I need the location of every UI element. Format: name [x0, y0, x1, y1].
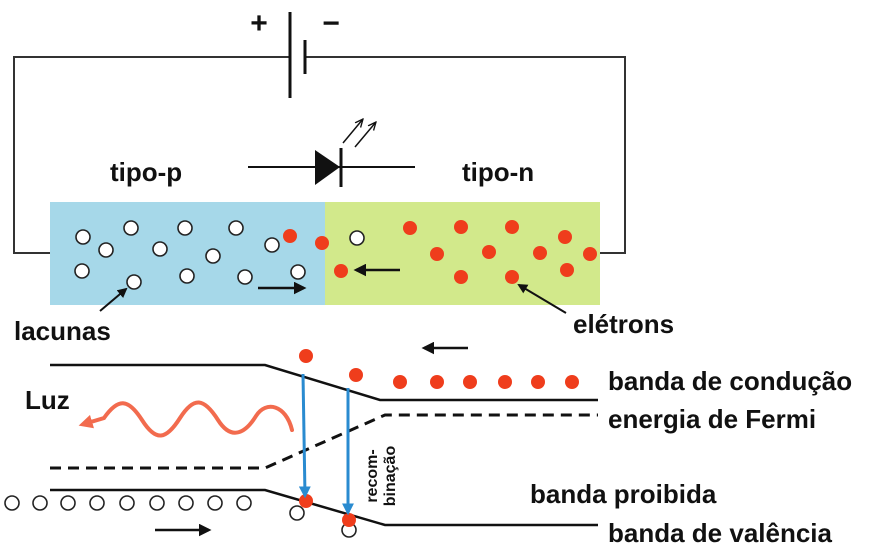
hole — [4, 495, 20, 511]
hole — [205, 248, 221, 264]
electron — [505, 270, 519, 284]
hole — [126, 274, 142, 290]
electron — [403, 221, 417, 235]
electron — [558, 230, 572, 244]
hole — [123, 220, 139, 236]
electron — [463, 375, 477, 389]
hole — [228, 220, 244, 236]
hole — [152, 241, 168, 257]
electrons-label: elétrons — [573, 309, 674, 339]
hole — [74, 263, 90, 279]
hole — [290, 264, 306, 280]
recombination-label-line1: recom- — [364, 449, 381, 502]
electron — [560, 263, 574, 277]
electron — [393, 375, 407, 389]
hole — [60, 495, 76, 511]
hole — [98, 242, 114, 258]
electron — [454, 270, 468, 284]
battery-minus-label: − — [322, 7, 340, 40]
led-symbol-icon — [248, 119, 415, 187]
hole — [149, 495, 165, 511]
hole — [289, 505, 305, 521]
electron — [349, 368, 363, 382]
hole — [177, 220, 193, 236]
hole — [89, 495, 105, 511]
hole — [179, 268, 195, 284]
electron — [482, 245, 496, 259]
light-label: Luz — [25, 385, 70, 415]
circuit-wire-right — [305, 56, 626, 254]
fermi-level-line — [50, 413, 598, 470]
led-emission-arrow-2 — [354, 122, 376, 148]
electron — [583, 247, 597, 261]
circuit: + − — [13, 7, 626, 254]
band-carriers — [4, 349, 579, 538]
hole — [237, 269, 253, 285]
hole — [178, 495, 194, 511]
electron — [565, 375, 579, 389]
pn-junction-block — [50, 202, 600, 305]
valence-band-line — [50, 488, 598, 527]
hole — [264, 237, 280, 253]
electron — [342, 513, 356, 527]
electron — [334, 264, 348, 278]
electron — [533, 246, 547, 260]
valence-band-label: banda de valência — [608, 518, 833, 547]
electron — [531, 375, 545, 389]
hole — [349, 230, 365, 246]
hole — [119, 495, 135, 511]
electron — [505, 220, 519, 234]
band-gap-label: banda proibida — [530, 479, 717, 509]
block-carriers — [74, 220, 597, 290]
recombination-label-line2: binação — [382, 446, 399, 507]
fermi-level-label: energia de Fermi — [608, 404, 816, 434]
conduction-band-label: banda de condução — [608, 366, 852, 396]
conduction-band-line — [50, 363, 598, 402]
p-type-label: tipo-p — [110, 157, 182, 187]
recombination-arrow-1 — [298, 373, 311, 499]
circuit-wire-left — [13, 56, 290, 254]
electron — [315, 236, 329, 250]
electron — [498, 375, 512, 389]
electron — [299, 494, 313, 508]
band-diagram — [4, 341, 598, 538]
recombination-label: recom- binação — [364, 446, 399, 507]
light-wave — [78, 400, 294, 438]
n-region — [325, 202, 600, 305]
led-triangle — [315, 150, 340, 185]
hole — [207, 495, 223, 511]
n-type-label: tipo-n — [462, 157, 534, 187]
electrons-pointer-arrow — [517, 283, 567, 314]
electron — [430, 247, 444, 261]
holes-label: lacunas — [14, 316, 111, 346]
led-emission-arrow-1 — [342, 119, 363, 144]
hole — [32, 495, 48, 511]
p-region — [50, 202, 325, 305]
electron — [299, 349, 313, 363]
hole — [75, 229, 91, 245]
electron — [430, 375, 444, 389]
electron — [283, 229, 297, 243]
battery-plus-label: + — [250, 7, 268, 40]
electron — [454, 220, 468, 234]
holes-pointer-arrow — [99, 287, 128, 312]
hole — [236, 495, 252, 511]
